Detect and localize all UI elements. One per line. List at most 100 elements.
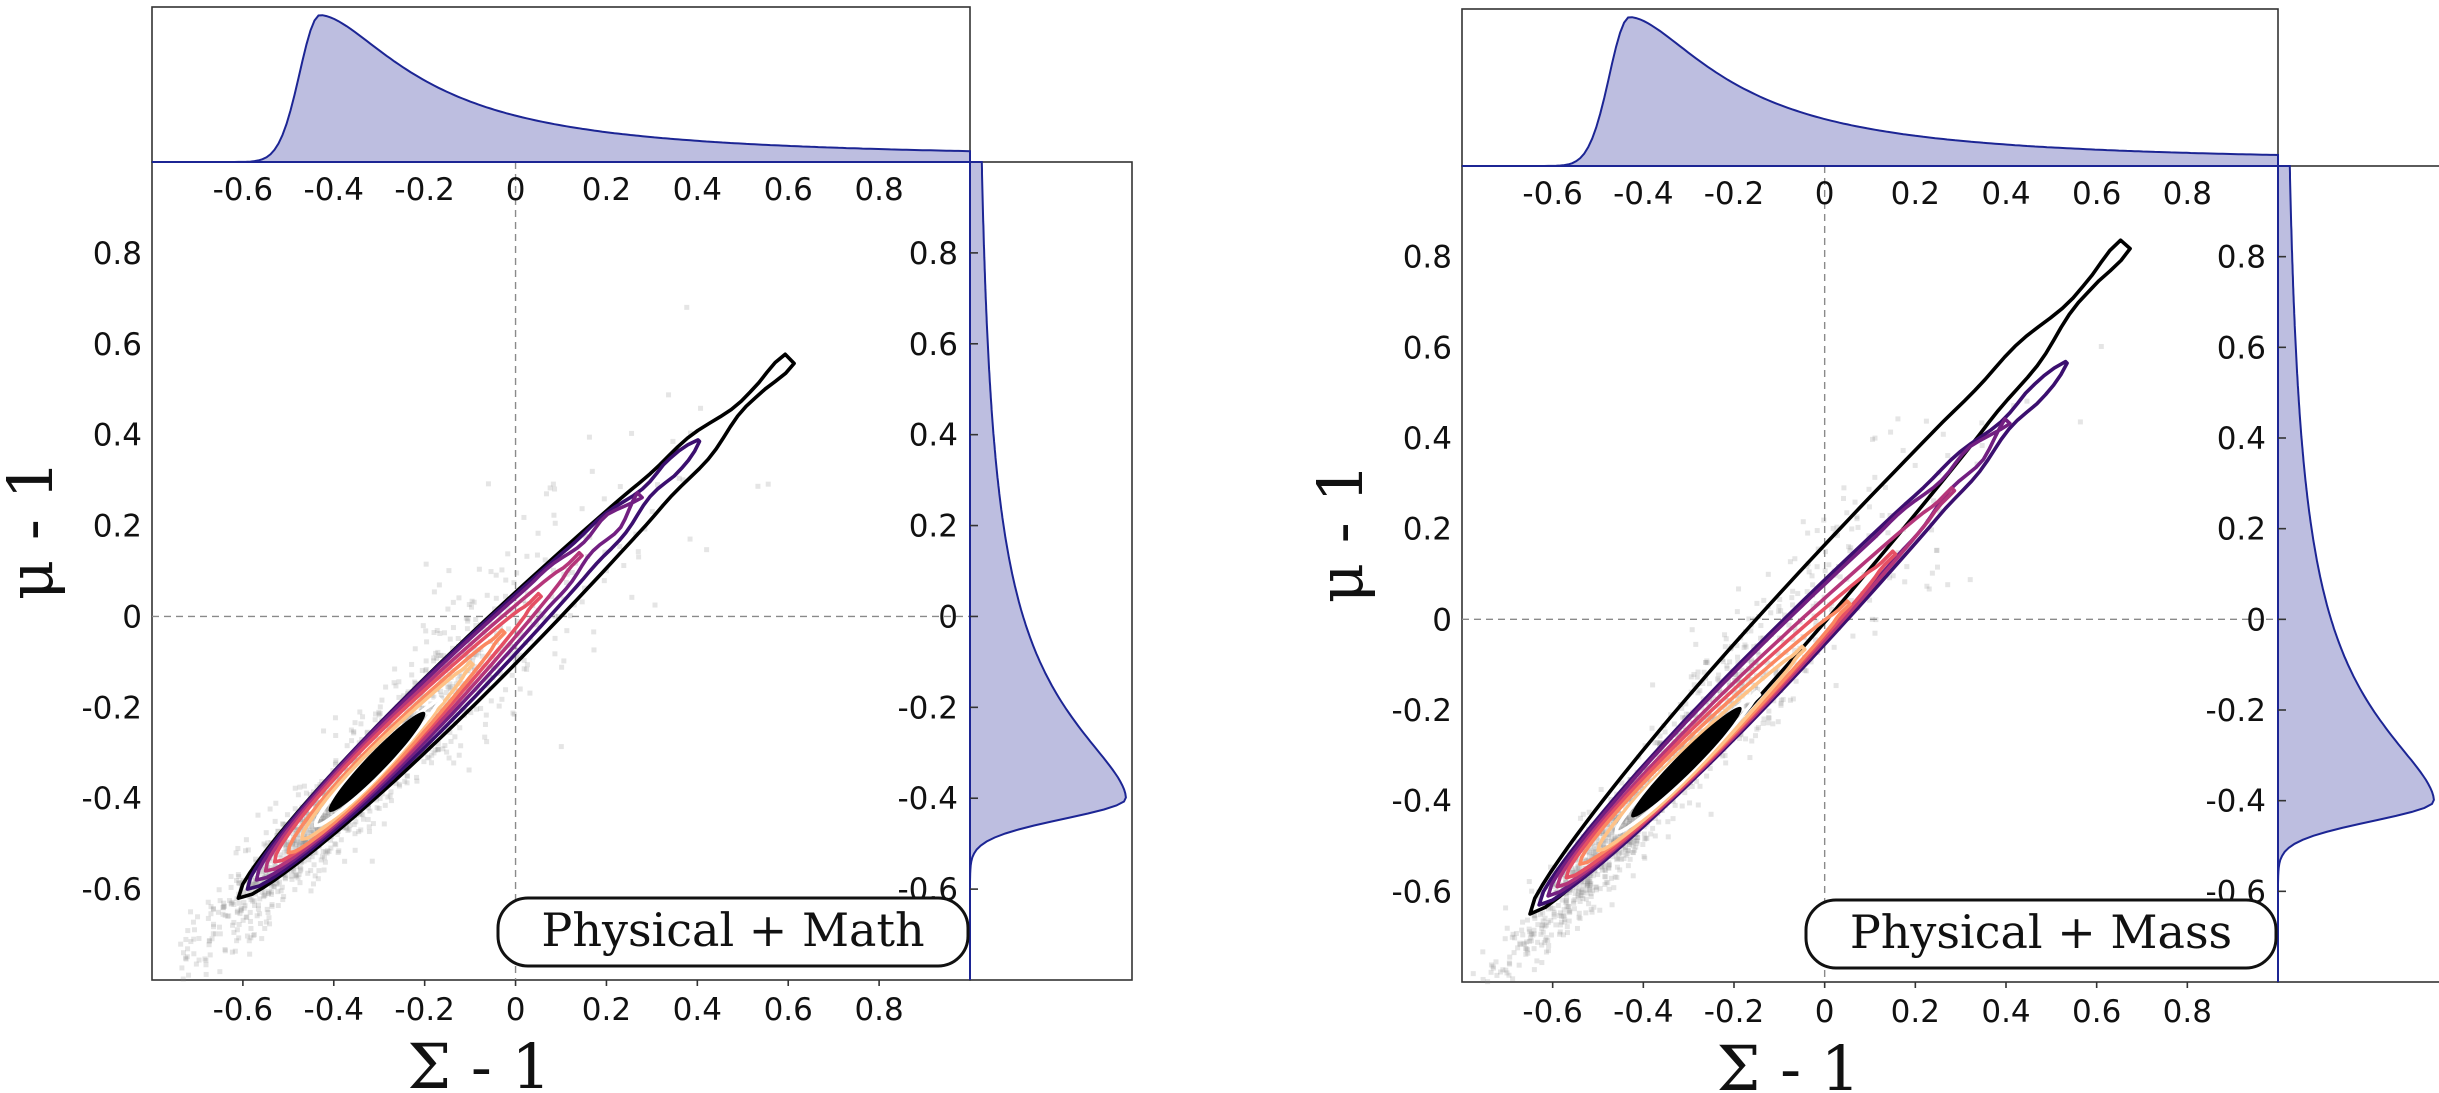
scatter-point — [1586, 887, 1592, 893]
scatter-point — [1689, 627, 1695, 633]
scatter-point — [1488, 969, 1494, 975]
scatter-point — [1560, 884, 1566, 890]
scatter-point — [1652, 815, 1658, 821]
scatter-point — [1608, 839, 1614, 845]
scatter-point — [1602, 867, 1608, 873]
scatter-point — [267, 864, 273, 870]
scatter-point — [543, 491, 549, 497]
scatter-point — [1813, 627, 1819, 633]
scatter-point — [1575, 864, 1581, 870]
scatter-point — [680, 477, 686, 483]
scatter-point — [1945, 582, 1951, 588]
scatter-point — [1635, 813, 1641, 819]
scatter-point — [323, 813, 329, 819]
scatter-point — [268, 858, 274, 864]
scatter-point — [366, 829, 372, 835]
scatter-point — [1931, 498, 1937, 504]
scatter-point — [266, 915, 272, 921]
scatter-point — [206, 942, 212, 948]
scatter-point — [1540, 922, 1546, 928]
contour-level-3 — [254, 491, 644, 882]
scatter-point — [326, 803, 332, 809]
scatter-point — [1531, 927, 1537, 933]
scatter-point — [1697, 688, 1703, 694]
scatter-point — [1584, 883, 1590, 889]
scatter-point — [1614, 864, 1620, 870]
scatter-point — [1623, 823, 1629, 829]
scatter-point — [205, 915, 211, 921]
scatter-point — [1630, 873, 1636, 879]
scatter-point — [1585, 882, 1591, 888]
scatter-point — [334, 831, 340, 837]
scatter-point — [1714, 676, 1720, 682]
scatter-point — [1888, 429, 1894, 435]
scatter-point — [347, 822, 353, 828]
scatter-point — [1539, 922, 1545, 928]
scatter-point — [456, 595, 462, 601]
scatter-point — [1559, 913, 1565, 919]
scatter-point — [402, 778, 408, 784]
x-tick-label-top: 0.8 — [2163, 176, 2212, 212]
scatter-point — [1763, 670, 1769, 676]
scatter-point — [259, 889, 265, 895]
scatter-point — [1834, 524, 1840, 530]
scatter-point — [306, 824, 312, 830]
y-axis-label: μ - 1 — [1304, 463, 1377, 603]
scatter-point — [1634, 838, 1640, 844]
scatter-point — [1525, 950, 1531, 956]
scatter-point — [1506, 972, 1512, 978]
scatter-point — [188, 939, 194, 945]
scatter-point — [1658, 740, 1664, 746]
scatter-point — [1935, 564, 1941, 570]
scatter-point — [1716, 703, 1722, 709]
scatter-point — [1872, 435, 1878, 441]
scatter-point — [1644, 780, 1650, 786]
scatter-point — [272, 863, 278, 869]
scatter-point — [1890, 573, 1896, 579]
density-core — [328, 711, 426, 812]
scatter-point — [1587, 873, 1593, 879]
scatter-point — [1682, 790, 1688, 796]
scatter-point — [1945, 453, 1951, 459]
scatter-point — [1749, 666, 1755, 672]
scatter-point — [215, 909, 221, 915]
scatter-point — [356, 829, 362, 835]
scatter-point — [281, 841, 287, 847]
scatter-point — [1775, 719, 1781, 725]
scatter-point — [1609, 902, 1615, 908]
scatter-point — [296, 871, 302, 877]
scatter-point — [1606, 886, 1612, 892]
scatter-point — [259, 866, 265, 872]
scatter-point — [444, 749, 450, 755]
x-tick-label-bottom: 0 — [506, 992, 526, 1028]
scatter-point — [1603, 874, 1609, 880]
scatter-point — [314, 825, 320, 831]
scatter-point — [1768, 610, 1774, 616]
scatter-point — [231, 929, 237, 935]
scatter-point — [1933, 547, 1939, 553]
scatter-point — [505, 551, 511, 557]
scatter-point — [1598, 831, 1604, 837]
scatter-point — [321, 867, 327, 873]
scatter-point — [1548, 905, 1554, 911]
scatter-point — [309, 823, 315, 829]
scatter-point — [1593, 846, 1599, 852]
scatter-point — [253, 856, 259, 862]
scatter-point — [1737, 735, 1743, 741]
scatter-point — [1588, 881, 1594, 887]
scatter-point — [358, 827, 364, 833]
scatter-point — [273, 881, 279, 887]
x-tick-label-top: -0.4 — [1613, 176, 1674, 212]
scatter-point — [1602, 863, 1608, 869]
scatter-point — [283, 845, 289, 851]
scatter-point — [1712, 715, 1718, 721]
scatter-point — [358, 811, 364, 817]
scatter-point — [275, 903, 281, 909]
scatter-point — [1778, 608, 1784, 614]
scatter-point — [1670, 816, 1676, 822]
scatter-point — [297, 841, 303, 847]
scatter-point — [1557, 929, 1563, 935]
scatter-point — [488, 569, 494, 575]
scatter-point — [1519, 927, 1525, 933]
scatter-point — [1934, 547, 1940, 553]
